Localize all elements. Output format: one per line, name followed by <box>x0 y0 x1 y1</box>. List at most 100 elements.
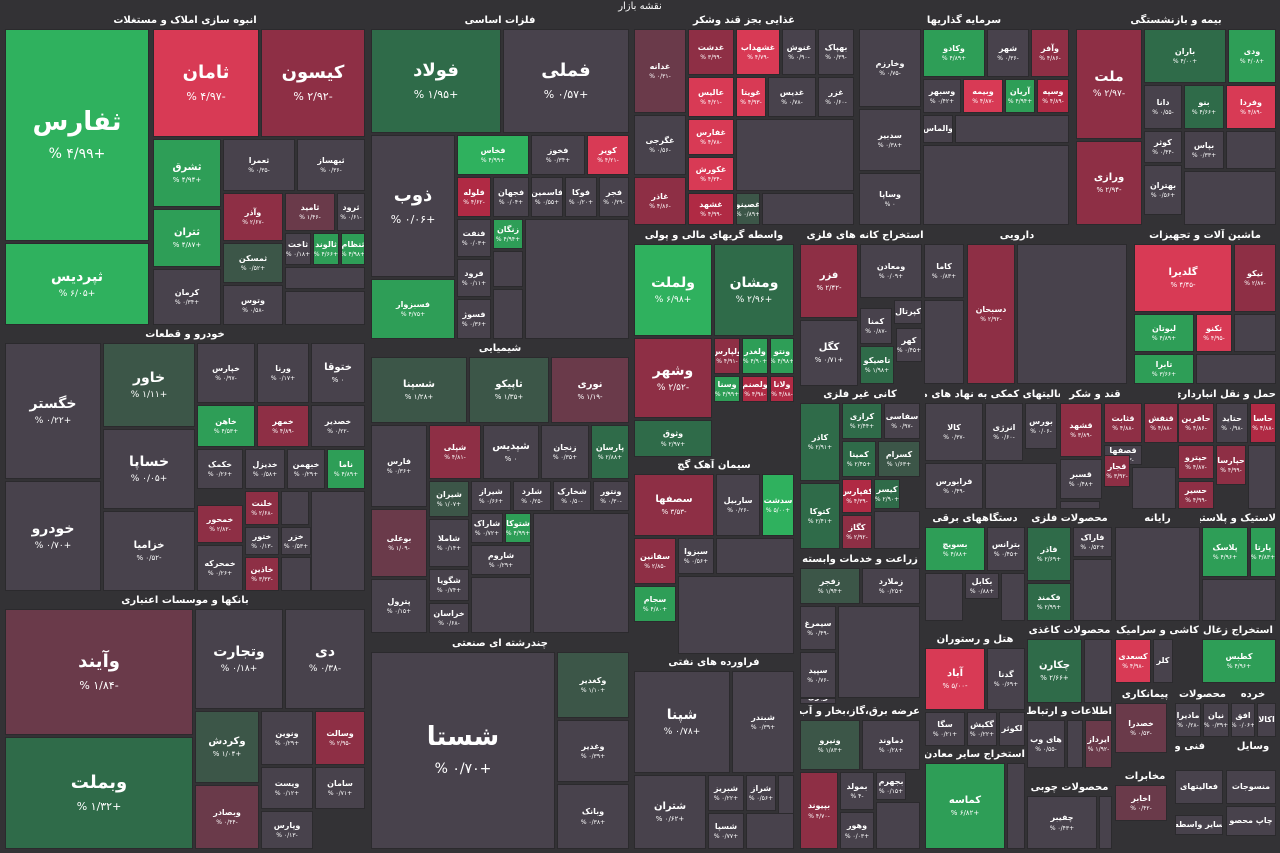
stock-tile[interactable]: ولصنم -۴/۹۸ % <box>742 376 768 402</box>
stock-tile[interactable]: غکورش -۴/۳۴ % <box>688 157 734 191</box>
stock-tile[interactable]: فسوژ +۰/۳۶ % <box>457 299 491 339</box>
filler-tile[interactable] <box>311 491 365 591</box>
stock-tile[interactable]: ذوب +۰/۰۶ % <box>371 135 455 277</box>
stock-tile[interactable]: وسنا +۴/۹۹ % <box>714 376 740 402</box>
stock-tile[interactable]: ثتران +۴/۸۷ % <box>153 209 221 267</box>
stock-tile[interactable]: وبملت +۱/۳۲ % <box>5 737 193 849</box>
stock-tile[interactable]: مادیرا -۰/۲۸ % <box>1175 703 1201 737</box>
stock-tile[interactable]: چفیبر +۰/۴۳ % <box>1027 796 1097 849</box>
stock-tile[interactable]: وسبهر +۰/۴۲ % <box>923 79 961 113</box>
filler-tile[interactable] <box>533 513 629 633</box>
stock-tile[interactable]: خمحور -۲/۸۲ % <box>197 505 243 543</box>
stock-tile[interactable]: ثرود -۰/۶۱ % <box>337 193 365 231</box>
stock-tile[interactable]: حافرین -۴/۸۶ % <box>1178 403 1214 443</box>
stock-tile[interactable]: ناما +۴/۸۹ % <box>327 449 365 489</box>
stock-tile[interactable]: شبندر +۰/۳۹ % <box>732 671 794 773</box>
stock-tile[interactable]: سدشت +۵/۰۰ % <box>762 474 794 536</box>
stock-tile[interactable]: شتوکا +۴/۹۹ % <box>505 513 531 543</box>
stock-tile[interactable]: خدیزل +۰/۵۸ % <box>245 449 285 489</box>
stock-tile[interactable]: وتجارت +۰/۱۸ % <box>195 609 283 709</box>
stock-tile[interactable]: غاذر -۴/۸۶ % <box>634 177 686 225</box>
stock-tile[interactable]: غزر -۰/۶۰ % <box>818 77 854 117</box>
stock-tile[interactable]: تابرا +۳/۶۶ % <box>1134 354 1194 384</box>
filler-tile[interactable] <box>1060 501 1100 509</box>
stock-tile[interactable]: شپنا +۰/۷۸ % <box>634 671 730 773</box>
stock-tile[interactable]: کرمان +۰/۳۴ % <box>153 269 221 325</box>
stock-tile[interactable]: غنوش -۰/۹۰ % <box>782 29 816 75</box>
stock-tile[interactable]: ثبهساز -۰/۳۶ % <box>297 139 365 191</box>
stock-tile[interactable]: فوکا +۰/۲۰ % <box>565 177 597 217</box>
stock-tile[interactable]: فولاد +۱/۹۵ % <box>371 29 501 133</box>
stock-tile[interactable]: خراسان -۰/۶۸ % <box>429 603 469 633</box>
stock-tile[interactable]: خساپا +۰/۰۵ % <box>103 429 195 509</box>
stock-tile[interactable]: کیسر +۲/۹۰ % <box>874 479 900 509</box>
stock-tile[interactable]: وثوق +۲/۹۷ % <box>634 420 712 457</box>
filler-tile[interactable] <box>924 300 964 384</box>
filler-tile[interactable] <box>736 119 854 191</box>
stock-tile[interactable]: ثپردیس +۶/۰۵ % <box>5 243 149 325</box>
stock-tile[interactable]: فاراک +۰/۵۲ % <box>1073 527 1112 557</box>
stock-tile[interactable]: کطبس +۴/۹۶ % <box>1202 639 1276 683</box>
filler-tile[interactable] <box>876 802 920 849</box>
stock-tile[interactable]: وسالت -۲/۹۵ % <box>315 711 365 765</box>
stock-tile[interactable]: بورس -۰/۰۶ % <box>1025 403 1057 449</box>
stock-tile[interactable]: ونیرو +۱/۸۳ % <box>800 720 860 770</box>
stock-tile[interactable]: غویتا -۴/۹۳ % <box>736 77 766 117</box>
filler-tile[interactable] <box>1084 639 1112 703</box>
stock-tile[interactable]: قسبر +۰/۴۸ % <box>1060 459 1102 499</box>
stock-tile[interactable]: خمهر -۴/۸۹ % <box>257 405 309 447</box>
stock-tile[interactable]: زفجر +۱/۹۴ % <box>800 568 860 604</box>
stock-tile[interactable]: فخاس +۴/۹۹ % <box>457 135 529 175</box>
stock-tile[interactable]: فملی +۰/۵۷ % <box>503 29 629 133</box>
stock-tile[interactable]: غدیس -۰/۷۸ % <box>768 77 816 117</box>
stock-tile[interactable]: قنقش -۴/۸۸ % <box>1144 403 1178 443</box>
stock-tile[interactable]: خزر +۰/۵۳ % <box>281 527 311 555</box>
filler-tile[interactable] <box>1234 314 1276 352</box>
stock-tile[interactable]: کوثر -۰/۴۴ % <box>1144 131 1182 163</box>
filler-tile[interactable] <box>1196 354 1276 384</box>
stock-tile[interactable]: وشهر -۲/۵۲ % <box>634 338 712 418</box>
stock-tile[interactable]: شتران +۰/۶۲ % <box>634 775 706 849</box>
stock-tile[interactable]: بجهرم +۰/۱۵ % <box>876 772 906 800</box>
filler-tile[interactable] <box>471 577 531 633</box>
filler-tile[interactable] <box>762 193 854 225</box>
stock-tile[interactable]: فجر -۰/۲۹ % <box>599 177 629 217</box>
stock-tile[interactable]: بسویچ +۴/۸۸ % <box>925 527 985 571</box>
stock-tile[interactable]: غفارس -۴/۷۸ % <box>688 119 734 155</box>
stock-tile[interactable]: وخارزم -۰/۷۵ % <box>859 29 921 107</box>
filler-tile[interactable] <box>838 606 920 698</box>
stock-tile[interactable]: خصدیر -۰/۲۲ % <box>311 405 365 447</box>
stock-tile[interactable]: آباد -۵/۰۰ % <box>925 648 985 710</box>
stock-tile[interactable]: حسیر -۴/۹۹ % <box>1178 481 1214 509</box>
filler-tile[interactable] <box>1017 244 1127 384</box>
stock-tile[interactable]: شیران +۱/۰۷ % <box>429 481 469 517</box>
stock-tile[interactable]: ثمسکن +۰/۵۲ % <box>223 243 283 283</box>
stock-tile[interactable]: وآذر -۲/۶۷ % <box>223 193 283 241</box>
stock-tile[interactable]: سگا +۰/۲۱ % <box>925 712 965 746</box>
stock-tile[interactable]: والماس <box>923 115 953 143</box>
filler-tile[interactable] <box>1115 527 1200 621</box>
stock-tile[interactable]: سجام +۴/۸۰ % <box>634 586 676 622</box>
filler-tile[interactable] <box>716 538 794 574</box>
stock-tile[interactable]: منسوجات <box>1226 770 1276 804</box>
stock-tile[interactable]: غصینو +۰/۸۹ % <box>736 193 760 225</box>
stock-tile[interactable]: شهر -۰/۳۶ % <box>987 29 1029 77</box>
stock-tile[interactable]: چاپ محصو <box>1226 806 1276 836</box>
stock-tile[interactable]: زنجان +۰/۳۵ % <box>541 425 589 479</box>
filler-tile[interactable] <box>1067 720 1083 768</box>
stock-tile[interactable]: بهتران +۰/۵۶ % <box>1144 165 1182 215</box>
stock-tile[interactable]: ثالوند +۴/۶۶ % <box>313 233 339 265</box>
stock-tile[interactable]: فنفت +۰/۰۳ % <box>457 219 491 257</box>
stock-tile[interactable]: ومشان +۲/۹۶ % <box>714 244 794 336</box>
stock-tile[interactable]: گلدیرا -۴/۴۵ % <box>1134 244 1232 312</box>
filler-tile[interactable] <box>955 115 1069 143</box>
stock-tile[interactable]: وپارس -۰/۱۳ % <box>261 811 313 849</box>
stock-tile[interactable]: خودرو +۰/۷۰ % <box>5 481 101 591</box>
stock-tile[interactable]: دماوند +۰/۲۸ % <box>862 720 920 770</box>
stock-tile[interactable]: های وب -۰/۵۵ % <box>1027 720 1065 768</box>
stock-tile[interactable]: فاذر +۲/۶۹ % <box>1027 527 1071 581</box>
stock-tile[interactable]: کویر -۴/۲۱ % <box>587 135 629 175</box>
stock-tile[interactable]: کمنا -۰/۸۷ % <box>860 308 892 344</box>
filler-tile[interactable] <box>1226 131 1276 169</box>
stock-tile[interactable]: ملت -۲/۹۷ % <box>1076 29 1142 139</box>
